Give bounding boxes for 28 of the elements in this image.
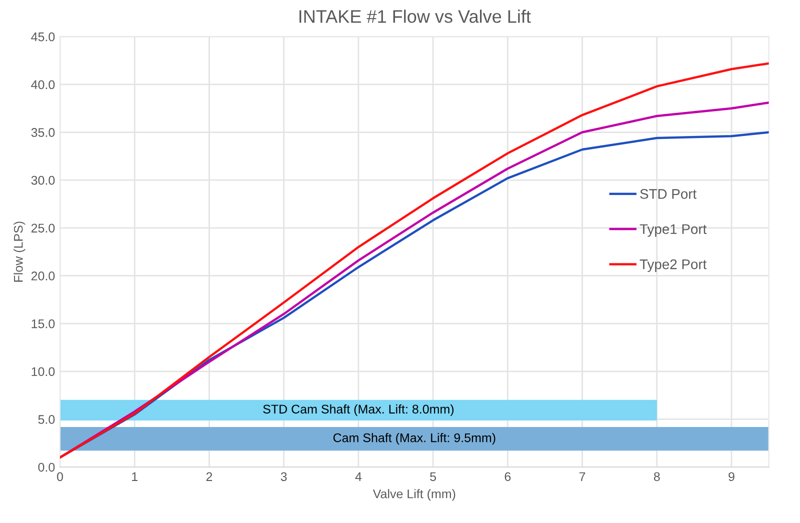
x-tick-label: 4 xyxy=(355,472,362,481)
x-tick-label: 5 xyxy=(430,472,436,482)
y-tick-label: 10.0 xyxy=(32,367,55,376)
x-tick-label: 9 xyxy=(728,472,734,482)
y-tick-label: 40.0 xyxy=(31,80,55,90)
y-tick-label: 0.0 xyxy=(38,462,55,472)
x-tick-label: 1 xyxy=(132,472,138,481)
x-axis-title: Valve Lift (mm) xyxy=(372,489,456,501)
x-tick-label: 6 xyxy=(504,472,511,482)
x-tick-label: 2 xyxy=(206,472,212,481)
x-tick-label: 0 xyxy=(57,472,63,482)
legend-label: STD Port xyxy=(640,189,697,199)
y-tick-label: 45.0 xyxy=(31,32,55,42)
legend-label: Type2 Port xyxy=(640,259,707,272)
band-label: Cam Shaft (Max. Lift: 9.5mm) xyxy=(333,433,496,445)
y-tick-label: 30.0 xyxy=(31,176,55,185)
y-tick-label: 15.0 xyxy=(32,319,55,328)
y-tick-label: 35.0 xyxy=(31,128,55,137)
y-tick-label: 5.0 xyxy=(38,415,55,424)
y-tick-label: 20.0 xyxy=(31,272,55,280)
y-tick-label: 25.0 xyxy=(31,224,55,233)
band-label: STD Cam Shaft (Max. Lift: 8.0mm) xyxy=(263,404,454,416)
x-tick-label: 8 xyxy=(654,472,660,482)
x-tick-label: 7 xyxy=(579,472,586,481)
y-axis-title: Flow (LPS) xyxy=(14,222,26,282)
x-tick-label: 3 xyxy=(280,472,287,482)
chart-title: INTAKE #1 Flow vs Valve Lift xyxy=(300,10,531,23)
legend-label: Type1 Port xyxy=(640,224,707,237)
